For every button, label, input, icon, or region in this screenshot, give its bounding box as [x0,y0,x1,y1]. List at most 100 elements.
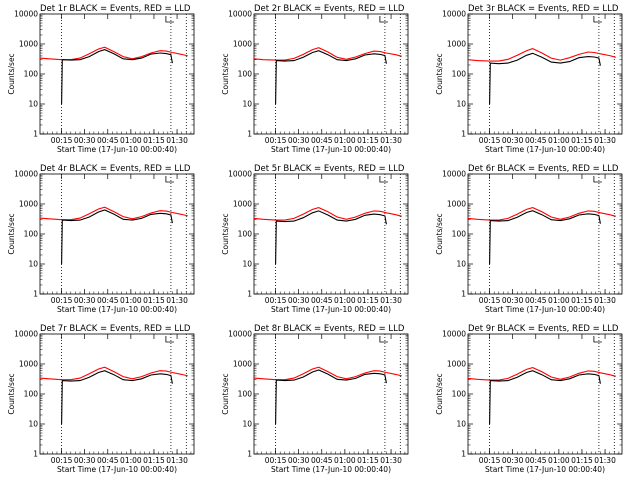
y-tick-label: 1 [33,290,38,299]
y-tick-label: 10000 [14,170,38,179]
x-tick-label: 01:15 [357,296,379,305]
y-tick-label: 1 [247,130,252,139]
y-axis-label: Counts/sec [221,53,230,94]
y-tick-label: 1 [33,450,38,459]
series-line-red [467,207,616,221]
x-axis-label: Start Time (17-Jun-10 00:00:40) [271,145,391,154]
x-tick-label: 01:00 [548,456,570,465]
y-tick-label: 10000 [442,330,466,339]
x-tick-label: 00:45 [311,136,333,145]
series-line-black [489,210,601,265]
y-tick-label: 100 [452,230,467,239]
x-axis-label: Start Time (17-Jun-10 00:00:40) [485,305,605,314]
x-tick-label: 01:30 [594,296,616,305]
x-tick-label: 00:15 [51,296,73,305]
panel-det-5: Det 5r BLACK = Events, RED = LLD 1 10 100 10… [221,164,409,314]
x-tick-label: 01:00 [334,296,356,305]
y-tick-label: 10 [28,260,38,269]
x-tick-label: 00:45 [311,296,333,305]
x-tick-label: 00:15 [265,456,287,465]
y-tick-label: 1 [247,450,252,459]
y-tick-label: 1000 [19,200,38,209]
y-axis-label: Counts/sec [221,213,230,254]
x-tick-label: 01:00 [334,456,356,465]
y-tick-label: 1000 [233,200,252,209]
x-tick-label: 00:30 [502,296,524,305]
y-tick-label: 10000 [442,170,466,179]
y-tick-label: 1000 [19,40,38,49]
y-tick-label: 1000 [447,360,466,369]
y-tick-label: 100 [24,230,39,239]
x-tick-label: 01:30 [594,456,616,465]
x-tick-label: 01:30 [166,136,188,145]
panel-det-7: Det 7r BLACK = Events, RED = LLD 1 10 100 10… [7,324,195,474]
y-axis-label: Counts/sec [221,373,230,414]
marker-flag [379,176,388,183]
y-axis-label: Counts/sec [7,373,16,414]
panel-title: Det 5r BLACK = Events, RED = LLD [254,164,405,174]
y-tick-label: 10000 [14,330,38,339]
x-tick-label: 00:15 [265,136,287,145]
series-line-red [253,47,402,61]
y-tick-label: 10 [28,420,38,429]
panel-title: Det 3r BLACK = Events, RED = LLD [468,4,619,14]
x-tick-label: 01:30 [380,136,402,145]
x-tick-label: 00:45 [97,456,119,465]
x-tick-label: 00:30 [74,136,96,145]
series-line-black [61,49,173,105]
x-tick-label: 00:30 [288,136,310,145]
x-tick-label: 01:30 [380,456,402,465]
panel-title: Det 9r BLACK = Events, RED = LLD [468,324,619,334]
y-tick-label: 100 [24,70,39,79]
x-tick-label: 00:15 [51,456,73,465]
marker-flag [593,16,602,23]
x-tick-label: 01:15 [571,136,593,145]
x-axis-label: Start Time (17-Jun-10 00:00:40) [271,465,391,474]
series-line-black [275,369,387,425]
x-tick-label: 01:00 [120,296,142,305]
x-tick-label: 00:15 [51,136,73,145]
y-axis-label: Counts/sec [7,53,16,94]
panel-det-4: Det 4r BLACK = Events, RED = LLD 1 10 100 10… [7,164,195,314]
panel-title: Det 2r BLACK = Events, RED = LLD [254,4,405,14]
y-tick-label: 1 [461,450,466,459]
x-tick-label: 00:45 [525,296,547,305]
y-tick-label: 10000 [228,330,252,339]
y-tick-label: 10000 [228,170,252,179]
y-tick-label: 10 [242,420,252,429]
x-tick-label: 01:00 [120,136,142,145]
x-axis-label: Start Time (17-Jun-10 00:00:40) [271,305,391,314]
y-axis-label: Counts/sec [435,213,444,254]
x-axis-label: Start Time (17-Jun-10 00:00:40) [57,145,177,154]
y-tick-label: 1 [33,130,38,139]
y-tick-label: 1000 [447,40,466,49]
y-tick-label: 10 [456,260,466,269]
marker-flag [165,176,174,183]
series-line-black [61,370,173,425]
marker-flag [593,336,602,343]
y-tick-label: 10 [456,100,466,109]
y-tick-label: 100 [238,390,253,399]
x-tick-label: 01:15 [357,136,379,145]
x-tick-label: 00:45 [311,456,333,465]
x-tick-label: 00:30 [74,456,96,465]
y-tick-label: 10000 [442,10,466,19]
x-tick-label: 01:30 [166,456,188,465]
panel-det-1: Det 1r BLACK = Events, RED = LLD 1 10 100 10… [7,4,195,154]
x-tick-label: 00:30 [502,456,524,465]
y-tick-label: 10000 [228,10,252,19]
x-axis-label: Start Time (17-Jun-10 00:00:40) [485,465,605,474]
x-tick-label: 01:15 [571,456,593,465]
x-tick-label: 00:15 [479,456,501,465]
panel-det-2: Det 2r BLACK = Events, RED = LLD 1 10 100 10… [221,4,409,154]
panel-det-6: Det 6r BLACK = Events, RED = LLD 1 10 100 10… [435,164,623,314]
y-tick-label: 1000 [19,360,38,369]
y-axis-label: Counts/sec [435,53,444,94]
x-tick-label: 01:00 [334,136,356,145]
marker-flag [165,336,174,343]
x-tick-label: 00:15 [479,296,501,305]
series-line-black [489,370,601,425]
x-tick-label: 01:15 [143,136,165,145]
y-tick-label: 1000 [447,200,466,209]
x-tick-label: 01:15 [571,296,593,305]
